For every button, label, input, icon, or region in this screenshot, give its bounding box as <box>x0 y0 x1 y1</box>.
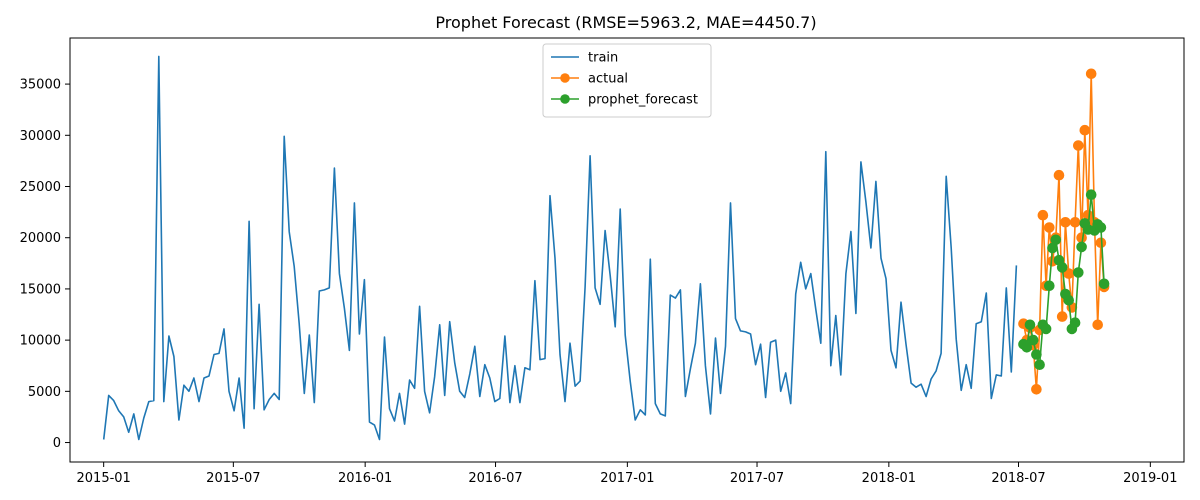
prophet-forecast-point <box>1031 349 1042 360</box>
prophet-forecast-point <box>1040 323 1052 335</box>
actual-point <box>1092 319 1103 331</box>
prophet-forecast-point <box>1063 294 1074 306</box>
actual-point <box>1056 311 1068 322</box>
legend-marker <box>560 73 570 83</box>
legend-box <box>542 43 712 118</box>
x-tick-label: 2019-01 <box>1123 471 1177 486</box>
x-tick-label: 2017-07 <box>730 471 784 486</box>
y-tick-label: 5000 <box>28 385 61 400</box>
prophet-forecast-point <box>1027 334 1039 346</box>
plot-area <box>102 55 1110 441</box>
y-tick-label: 15000 <box>20 282 61 297</box>
x-tick-label: 2015-01 <box>77 471 131 486</box>
actual-point <box>1085 68 1097 80</box>
legend-label: actual <box>588 72 628 87</box>
prophet-forecast-point <box>1050 234 1062 246</box>
legend-label: train <box>588 51 618 66</box>
prophet-forecast-point <box>1069 317 1081 329</box>
y-tick-label: 30000 <box>20 129 61 144</box>
prophet-forecast-point <box>1098 278 1110 290</box>
actual-point <box>1053 169 1065 181</box>
y-tick-label: 25000 <box>20 180 61 195</box>
legend-item-actual: actual <box>551 72 628 87</box>
prophet-forecast-point <box>1034 359 1045 371</box>
x-tick-label: 2018-01 <box>862 471 916 486</box>
x-tick-label: 2018-07 <box>991 471 1045 486</box>
y-tick-label: 20000 <box>20 231 61 246</box>
legend-marker <box>560 94 570 104</box>
y-tick-label: 35000 <box>20 78 61 93</box>
actual-point <box>1031 384 1042 395</box>
actual-point <box>1044 222 1055 233</box>
series-train <box>102 55 1018 441</box>
prophet-forecast-point <box>1056 262 1068 273</box>
legend-item-train: train <box>551 51 618 66</box>
actual-point <box>1060 217 1071 228</box>
y-tick-label: 0 <box>53 436 61 451</box>
prophet-forecast-point <box>1076 241 1087 253</box>
legend: train actual prophet_forecast <box>542 43 712 118</box>
actual-point <box>1073 140 1084 151</box>
legend-item-prophet-forecast: prophet_forecast <box>551 93 698 108</box>
actual-point <box>1069 217 1081 228</box>
legend-label: prophet_forecast <box>588 93 698 108</box>
x-tick-label: 2016-07 <box>468 471 522 486</box>
train-line <box>102 55 1018 441</box>
chart-title: Prophet Forecast (RMSE=5963.2, MAE=4450.… <box>435 13 816 32</box>
prophet-forecast-point <box>1095 222 1107 233</box>
prophet-forecast-point <box>1044 280 1055 292</box>
x-tick-label: 2015-07 <box>206 471 260 486</box>
y-tick-label: 10000 <box>20 334 61 349</box>
prophet-forecast-point <box>1073 267 1084 278</box>
prophet-forecast-point <box>1085 189 1097 200</box>
series-prophet-forecast <box>1018 189 1110 371</box>
prophet-forecast-point <box>1021 342 1033 353</box>
axes: 2015-01 2015-07 2016-01 2016-07 2017-01 2017-… <box>20 37 1185 486</box>
x-tick-label: 2017-01 <box>600 471 654 486</box>
actual-point <box>1037 209 1049 221</box>
prophet-forecast-point <box>1024 319 1036 331</box>
actual-point <box>1079 124 1091 136</box>
x-tick-label: 2016-01 <box>338 471 392 486</box>
